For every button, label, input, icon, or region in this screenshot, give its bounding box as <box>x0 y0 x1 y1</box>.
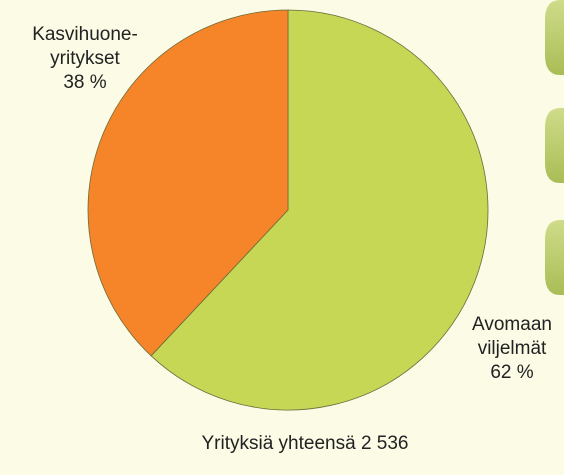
value-label: 62 % <box>490 362 533 383</box>
slice-label: Avomaan <box>472 314 552 335</box>
slice-label: Kasvihuone- <box>32 24 138 45</box>
pie-slice <box>150 9 489 411</box>
side-button[interactable] <box>545 220 564 295</box>
value-label: 38 % <box>63 72 106 93</box>
side-button[interactable] <box>545 108 564 183</box>
pie-slice <box>87 9 289 357</box>
chart-note: Yrityksiä yhteensä 2 536 <box>201 433 408 454</box>
side-button[interactable] <box>545 0 564 75</box>
slice-label: yritykset <box>50 48 120 69</box>
slice-label: viljelmät <box>478 338 547 359</box>
